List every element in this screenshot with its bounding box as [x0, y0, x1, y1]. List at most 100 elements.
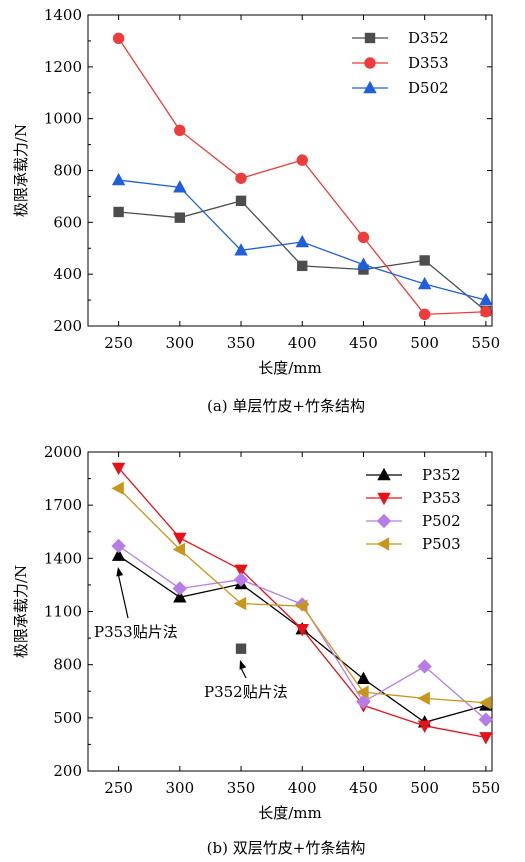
- data-point: [234, 243, 248, 256]
- data-point: [479, 732, 493, 745]
- x-tick-label: 400: [288, 334, 317, 352]
- x-tick-label: 450: [349, 779, 378, 797]
- legend-marker: [377, 467, 391, 481]
- data-point: [234, 564, 248, 578]
- legend-label: P352: [422, 466, 461, 484]
- legend-label: D353: [408, 54, 449, 72]
- legend-label: P503: [422, 535, 461, 553]
- data-point: [356, 257, 371, 270]
- annotation-arrowhead: [116, 567, 124, 577]
- data-point: [173, 590, 187, 603]
- x-tick-label: 300: [165, 779, 194, 797]
- data-point: [233, 572, 249, 587]
- data-point: [174, 212, 186, 223]
- data-point: [235, 195, 247, 207]
- data-point: [417, 691, 430, 706]
- x-tick-label: 550: [472, 779, 501, 797]
- y-tick-label: 1000: [44, 110, 82, 128]
- data-point: [173, 532, 187, 546]
- x-axis-label: 长度/mm: [258, 804, 322, 822]
- data-point: [356, 685, 369, 699]
- data-point: [418, 308, 431, 321]
- y-tick-label: 800: [53, 162, 82, 180]
- legend-label: D502: [408, 79, 449, 97]
- data-point: [356, 671, 371, 685]
- y-tick-label: 1400: [44, 549, 82, 567]
- y-tick-label: 2000: [44, 443, 82, 461]
- legend-marker: [376, 513, 392, 529]
- y-tick-label: 400: [53, 265, 82, 283]
- data-point: [111, 538, 126, 554]
- y-axis-label: 极限承载力/N: [12, 124, 30, 217]
- data-point: [173, 180, 187, 193]
- annotation-arrow: [117, 572, 129, 619]
- data-point: [417, 276, 432, 290]
- annotation-label: P353贴片法: [94, 623, 178, 641]
- data-point: [172, 542, 186, 557]
- x-tick-label: 500: [410, 334, 439, 352]
- data-point: [295, 599, 308, 613]
- data-point: [478, 696, 492, 710]
- legend-marker: [363, 80, 377, 94]
- data-point: [172, 581, 188, 596]
- chart-caption: (a) 单层竹皮+竹条结构: [207, 397, 365, 415]
- x-tick-label: 450: [349, 334, 378, 352]
- data-point: [296, 154, 308, 166]
- y-tick-label: 600: [53, 213, 82, 231]
- y-tick-label: 1400: [44, 6, 82, 24]
- data-point: [111, 548, 126, 561]
- data-point: [295, 234, 309, 248]
- x-tick-label: 350: [227, 779, 256, 797]
- x-tick-label: 550: [472, 334, 501, 352]
- chart-panel-2: 250 300 350 400 450 500 550 200 500 800 1100 1400 17…: [12, 443, 500, 857]
- series-P503: [111, 481, 492, 710]
- data-point: [295, 624, 309, 637]
- annotation-arrowhead: [239, 660, 247, 670]
- legend-marker: [377, 492, 391, 506]
- legend-label: P502: [422, 512, 461, 530]
- data-point: [480, 306, 492, 318]
- series-line: [118, 200, 487, 312]
- legend-marker: [364, 57, 376, 69]
- series-D352: [113, 195, 492, 317]
- x-tick-label: 250: [104, 779, 133, 797]
- data-point: [233, 596, 247, 611]
- y-tick-label: 1700: [44, 496, 82, 514]
- x-tick-label: 500: [410, 779, 439, 797]
- data-point: [112, 32, 125, 45]
- y-tick-label: 200: [53, 317, 82, 335]
- y-tick-label: 1100: [44, 603, 82, 621]
- data-point: [478, 712, 494, 727]
- data-point: [419, 255, 430, 266]
- series-D353: [112, 32, 492, 321]
- x-axis-label: 长度/mm: [258, 359, 322, 377]
- data-point: [111, 481, 124, 496]
- data-point: [417, 720, 432, 734]
- y-tick-label: 800: [53, 656, 82, 674]
- legend-label: P353: [422, 489, 461, 507]
- x-tick-label: 250: [104, 334, 133, 352]
- annotation-label: P352贴片法: [204, 683, 288, 701]
- chart-caption: (b) 双层竹皮+竹条结构: [207, 839, 366, 857]
- y-tick-label: 200: [53, 762, 82, 780]
- data-point: [417, 659, 432, 674]
- data-point: [297, 260, 308, 272]
- data-point: [113, 206, 124, 218]
- y-axis-label: 极限承载力/N: [12, 565, 30, 658]
- series-D502: [111, 172, 493, 306]
- chart-panel-1: 250 300 350 400 450 500 550 200 400 600 800 1000 120…: [12, 6, 500, 415]
- x-tick-label: 300: [165, 334, 194, 352]
- data-point: [356, 694, 371, 710]
- x-tick-label: 400: [288, 779, 317, 797]
- data-point: [111, 462, 126, 476]
- x-tick-label: 350: [227, 334, 256, 352]
- legend-label: D352: [408, 29, 449, 47]
- data-point: [357, 231, 370, 244]
- legend-marker: [376, 537, 390, 551]
- data-point: [235, 172, 247, 184]
- data-point: [174, 124, 186, 137]
- extra-data-point: [235, 643, 247, 654]
- y-tick-label: 500: [53, 709, 82, 727]
- data-point: [479, 292, 493, 306]
